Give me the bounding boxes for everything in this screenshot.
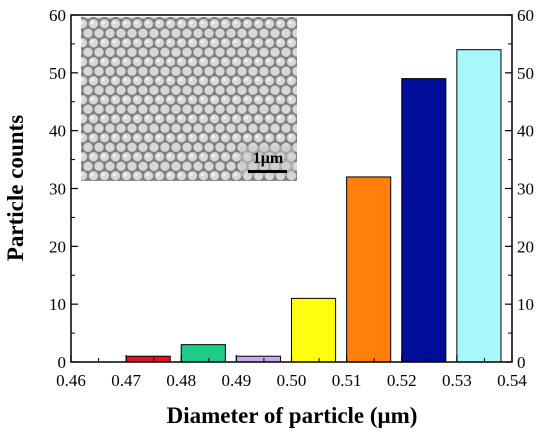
- sem-inset: 1μm: [81, 17, 297, 181]
- y-right-tick-label: 60: [517, 6, 534, 25]
- y-left-tick-label: 0: [58, 353, 67, 372]
- y-right-tick-label: 30: [517, 180, 534, 199]
- x-tick-label: 0.53: [442, 371, 472, 390]
- x-tick-group: 0.46 0.47 0.48 0.49 0.50 0.51 0.52 0.53 0.54: [56, 355, 527, 390]
- y-tick-group: 0 0 10 10 20 20 30 30 40 40 50 50 60 60: [49, 6, 534, 372]
- x-tick-label: 0.49: [222, 371, 252, 390]
- y-right-tick-label: 20: [517, 237, 534, 256]
- y-left-tick-label: 10: [49, 295, 66, 314]
- bar: [401, 78, 447, 363]
- x-tick-label: 0.46: [56, 371, 86, 390]
- plot-frame: [70, 14, 513, 363]
- bar: [180, 344, 226, 363]
- y-left-tick-label: 30: [49, 180, 66, 199]
- bar: [346, 176, 392, 363]
- y-right-tick-label: 40: [517, 122, 534, 141]
- x-axis-title: Diameter of particle (μm): [167, 403, 418, 428]
- scale-bar: [248, 170, 287, 173]
- bar: [456, 49, 502, 363]
- x-tick-label: 0.50: [277, 371, 307, 390]
- bar: [291, 297, 337, 363]
- y-left-tick-label: 50: [49, 64, 66, 83]
- x-tick-label: 0.51: [332, 371, 362, 390]
- y-left-tick-label: 60: [49, 6, 66, 25]
- bars-group: [125, 49, 502, 363]
- x-tick-label: 0.47: [111, 371, 141, 390]
- y-left-tick-label: 20: [49, 237, 66, 256]
- bar: [235, 355, 281, 363]
- bar: [125, 355, 171, 363]
- x-tick-label: 0.52: [387, 371, 417, 390]
- x-tick-label: 0.48: [166, 371, 196, 390]
- scale-bar-label: 1μm: [253, 150, 284, 167]
- y-right-tick-label: 0: [517, 353, 526, 372]
- y-axis-title: Particle counts: [3, 115, 28, 261]
- y-right-tick-label: 50: [517, 64, 534, 83]
- y-left-tick-label: 40: [49, 122, 66, 141]
- x-tick-label: 0.54: [497, 371, 527, 390]
- y-right-tick-label: 10: [517, 295, 534, 314]
